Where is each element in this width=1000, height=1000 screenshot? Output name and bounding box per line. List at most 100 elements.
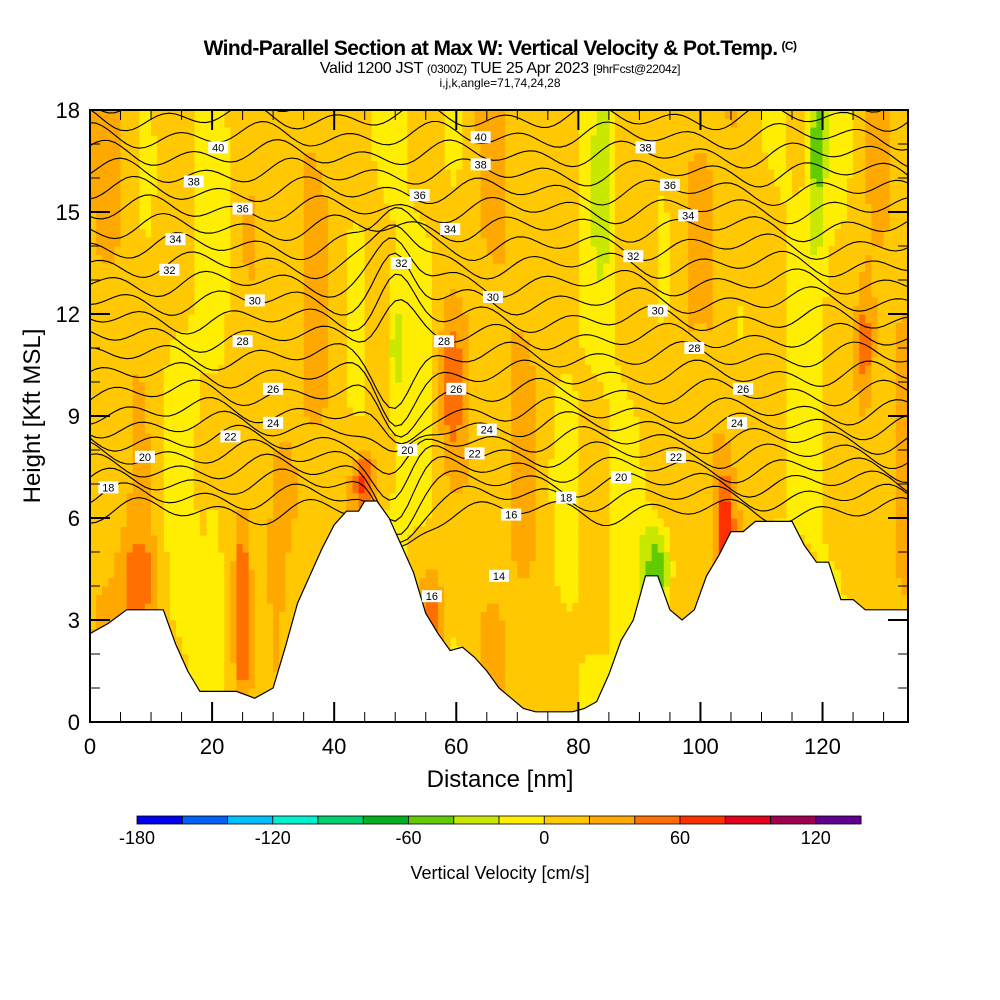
shading-cell [639,339,647,349]
shading-cell [572,220,579,230]
shading-cell [413,526,421,536]
shading-cell [462,407,470,417]
shading-cell [517,484,524,494]
shading-cell [462,161,470,171]
shading-cell [590,433,598,443]
shading-cell [425,152,433,162]
shading-cell [596,569,604,579]
shading-cell [169,110,177,120]
shading-cell [96,195,103,205]
shading-cell [419,152,427,162]
shading-cell [438,611,445,621]
shading-cell [413,152,421,162]
shading-cell [541,467,549,477]
shading-cell [132,475,140,485]
shading-cell [120,288,128,298]
shading-cell [468,645,476,655]
shading-cell [291,586,299,596]
shading-cell [334,135,341,145]
shading-cell [431,356,439,366]
shading-cell [279,535,286,545]
shading-cell [499,203,506,213]
shading-cell [389,450,396,460]
shading-cell [468,560,476,570]
shading-cell [114,152,122,162]
shading-cell [322,373,329,383]
shading-cell [334,433,341,443]
shading-cell [254,339,262,349]
shading-cell [285,416,292,426]
shading-cell [260,501,268,511]
shading-cell [499,450,506,460]
shading-cell [315,441,323,451]
shading-cell [138,305,146,315]
shading-cell [181,195,189,205]
shading-cell [578,594,586,604]
shading-cell [254,186,262,196]
shading-cell [547,322,555,332]
shading-cell [242,407,250,417]
shading-cell [553,705,561,715]
shading-cell [602,424,610,434]
shading-cell [370,407,378,417]
shading-cell [132,484,140,494]
shading-cell [334,195,341,205]
shading-cell [578,424,586,434]
shading-cell [297,560,305,570]
shading-cell [248,195,256,205]
shading-cell [431,416,439,426]
shading-cell [303,416,311,426]
shading-cell [596,560,604,570]
shading-cell [273,620,280,630]
shading-cell [108,118,115,128]
shading-cell [468,178,476,188]
shading-cell [242,475,250,485]
shading-cell [144,382,152,392]
shading-cell [566,696,573,706]
shading-cell [260,475,268,485]
shading-cell [346,441,354,451]
shading-cell [529,416,537,426]
shading-cell [303,297,311,307]
shading-cell [126,509,134,519]
shading-cell [602,195,610,205]
shading-cell [462,220,470,230]
shading-cell [230,382,238,392]
shading-cell [273,110,280,120]
shading-cell [120,305,128,315]
shading-cell [547,509,555,519]
shading-cell [462,603,470,613]
shading-cell [114,407,122,417]
shading-cell [114,475,122,485]
shading-cell [523,441,531,451]
shading-cell [450,603,457,613]
shading-cell [157,458,164,468]
shading-cell [462,620,470,630]
shading-cell [242,467,250,477]
shading-cell [291,577,299,587]
shading-cell [114,135,122,145]
shading-cell [499,237,506,247]
shading-cell [114,594,122,604]
shading-cell [572,662,579,672]
shading-cell [566,645,573,655]
shading-cell [96,110,103,120]
shading-cell [474,611,482,621]
shading-cell [132,603,140,613]
shading-cell [633,220,640,230]
shading-cell [590,611,598,621]
shading-cell [499,467,506,477]
shading-cell [602,220,610,230]
shading-cell [242,688,250,698]
shading-cell [450,586,457,596]
shading-cell [547,399,555,409]
shading-cell [236,637,244,647]
shading-cell [529,203,537,213]
shading-cell [242,671,250,681]
shading-cell [358,178,366,188]
shading-cell [535,118,543,128]
shading-cell [102,305,109,315]
shading-cell [462,186,470,196]
shading-cell [120,407,128,417]
shading-cell [96,603,103,613]
